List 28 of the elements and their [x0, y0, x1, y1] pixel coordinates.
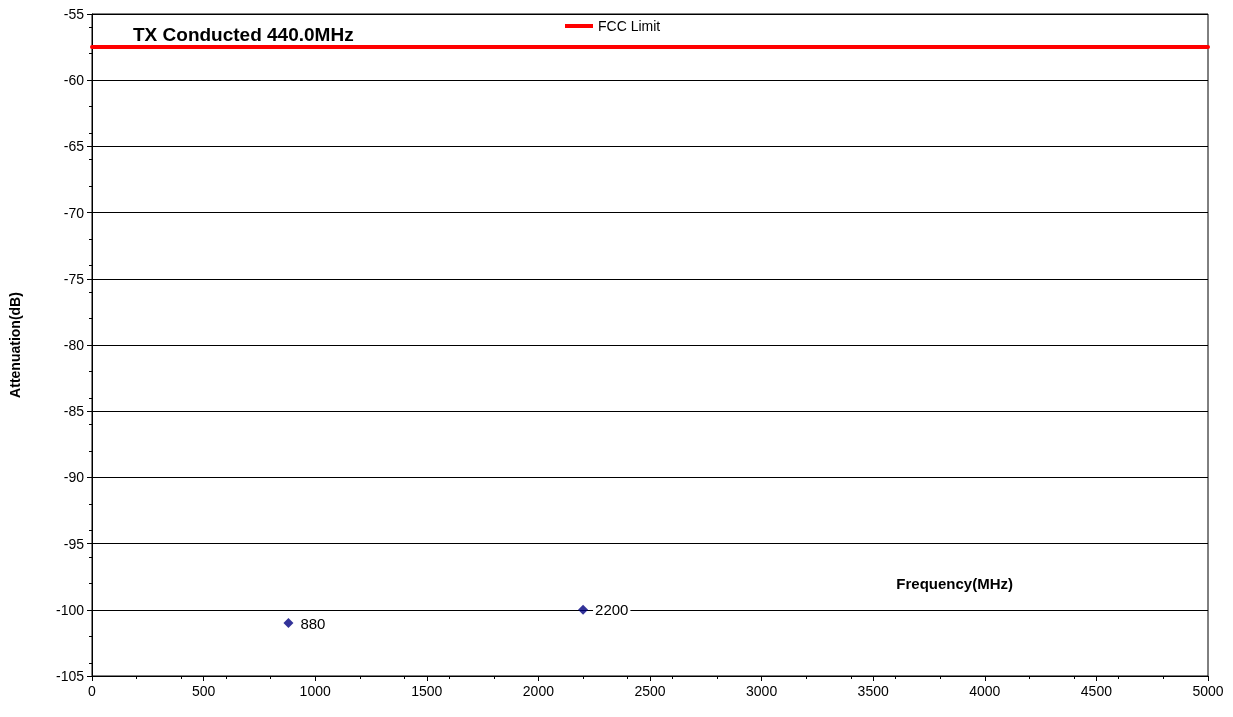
y-tick-label: -80: [63, 337, 85, 353]
x-tick-label: 4000: [969, 683, 1001, 699]
x-axis-title: Frequency(MHz): [896, 575, 1013, 592]
x-tick-label: 1000: [299, 683, 331, 699]
y-axis-title: Attenuation(dB): [7, 292, 23, 398]
x-tick-label: 500: [191, 683, 216, 699]
y-tick-label: -95: [63, 535, 85, 552]
x-tick-label: 4500: [1080, 683, 1113, 699]
y-tick-label: -70: [63, 204, 85, 221]
y-tick-label: -105: [55, 668, 85, 684]
y-tick-label: -85: [63, 403, 85, 420]
y-tick-label: -100: [55, 601, 85, 618]
x-tick-label: 2500: [634, 683, 666, 699]
x-tick-label: 3500: [857, 683, 889, 699]
y-tick-label: -60: [63, 72, 85, 89]
y-tick-label: -55: [63, 6, 85, 22]
y-tick-label: -90: [63, 469, 85, 486]
y-tick-label: -65: [63, 138, 85, 155]
x-tick-label: 3000: [746, 683, 778, 699]
annotation: 2200: [595, 601, 629, 619]
y-tick-label: -75: [63, 270, 85, 287]
x-tick-label: 1500: [411, 683, 443, 699]
x-tick-label: 2000: [522, 683, 555, 699]
text: TX Conducted 440.0MHz: [133, 24, 354, 45]
legend-label: FCC Limit: [598, 18, 661, 34]
annotation: 880: [300, 614, 326, 632]
x-tick-label: 0: [88, 683, 97, 699]
x-tick-label: 5000: [1192, 683, 1224, 699]
